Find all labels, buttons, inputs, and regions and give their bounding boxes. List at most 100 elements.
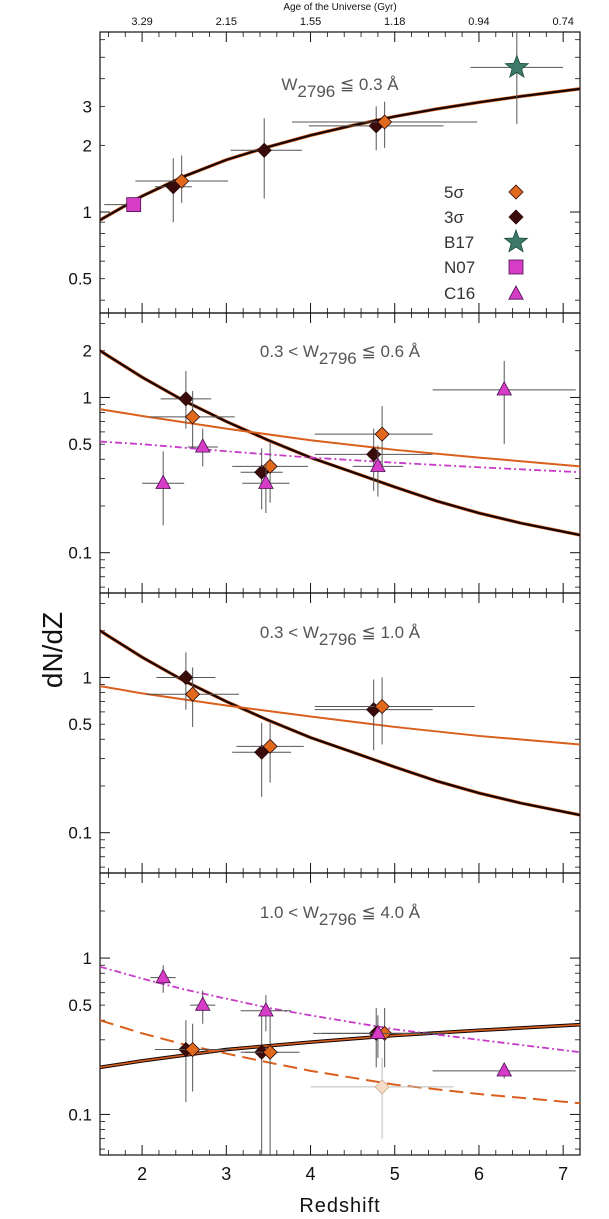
legend-label: 3σ	[444, 208, 464, 227]
y-tick-label: 0.5	[68, 270, 92, 289]
point-marker-five-sigma	[262, 738, 278, 754]
top-tick-label: 2.15	[216, 16, 237, 28]
fit-curve-magenta	[100, 440, 580, 474]
panel-3: 0.1 0.5 1 0.3 < W2796 ≦ 1.0 Å	[68, 592, 581, 874]
y-tick-label: 0.1	[68, 824, 92, 843]
legend-label: C16	[444, 284, 475, 303]
fit-curve-underlay	[100, 87, 580, 222]
y-tick-label: 0.5	[68, 435, 92, 454]
x-axis-label: Redshift	[299, 1195, 380, 1217]
error-bars	[432, 360, 576, 445]
error-bars	[244, 1009, 279, 1155]
fit-curve-orange	[100, 408, 580, 468]
error-bars	[470, 32, 564, 124]
error-bars	[230, 118, 303, 199]
point-marker-b17	[503, 228, 529, 253]
legend-label: B17	[444, 233, 474, 252]
panel-title: 0.3 < W2796 ≦ 0.6 Å	[260, 342, 421, 368]
point-marker-five-sigma	[377, 114, 393, 130]
y-tick-label: 1	[83, 949, 92, 968]
point-marker-three-sigma	[508, 209, 524, 225]
top-tick-label: 0.74	[552, 16, 573, 28]
fit-curve-black	[100, 629, 580, 817]
error-bars	[314, 677, 475, 745]
data-points	[104, 32, 564, 223]
point-marker-five-sigma	[185, 686, 201, 702]
point-marker-five-sigma	[508, 184, 524, 200]
y-tick-label: 3	[83, 97, 92, 116]
top-tick-label: 1.18	[384, 16, 405, 28]
panel-frame	[99, 872, 581, 1156]
fit-curve-orange-dashed	[100, 1019, 580, 1105]
y-tick-label: 0.1	[68, 1105, 92, 1124]
point-marker-c16	[370, 1024, 386, 1039]
y-tick-label: 2	[83, 342, 92, 361]
y-tick-label: 1	[83, 388, 92, 407]
panel-1: 0.5 1 2 3 W2796 ≦ 0.3 Å	[68, 31, 581, 314]
point-marker-five-sigma	[174, 173, 190, 189]
top-tick-label: 3.29	[131, 16, 152, 28]
fit-curve-black	[100, 87, 580, 222]
error-bars	[310, 1057, 454, 1139]
fit-curve-black	[100, 1022, 580, 1070]
y-tick-label: 1	[83, 668, 92, 687]
legend-label: 5σ	[444, 183, 464, 202]
top-tick-label: 0.94	[468, 16, 489, 28]
y-tick-label: 1	[83, 203, 92, 222]
point-marker-c16	[155, 474, 172, 489]
point-marker-five-sigma-open	[374, 1079, 390, 1095]
point-marker-c16	[258, 474, 274, 489]
y-tick-label: 0.5	[68, 996, 92, 1015]
error-bars	[156, 1020, 216, 1103]
panel-title: W2796 ≦ 0.3 Å	[281, 75, 399, 101]
x-tick-label: 3	[221, 1164, 231, 1184]
fit-curve-underlay	[100, 629, 580, 817]
point-marker-n07	[126, 197, 142, 213]
point-marker-c16	[496, 1061, 513, 1077]
point-marker-three-sigma	[256, 142, 272, 158]
x-tick-label: 7	[558, 1164, 568, 1184]
x-tick-label: 5	[390, 1164, 400, 1184]
data-points	[142, 360, 576, 526]
fit-curve-orange	[100, 1023, 580, 1069]
point-marker-c16	[194, 438, 211, 453]
point-marker-c16	[258, 1001, 274, 1017]
panel-title: 0.3 < W2796 ≦ 1.0 Å	[260, 623, 421, 649]
y-axis-label: dN/dZ	[37, 612, 68, 688]
point-marker-c16	[496, 380, 513, 396]
panel-title: 1.0 < W2796 ≦ 4.0 Å	[260, 903, 421, 929]
panel-4: 0.1 0.5 1 2 3 4 5 6 7 1.0 < W2796 ≦ 4.0 Å	[68, 872, 581, 1184]
point-marker-b17	[504, 54, 530, 79]
x-tick-label: 4	[306, 1164, 316, 1184]
curves	[100, 349, 580, 537]
y-tick-label: 2	[83, 136, 92, 155]
point-marker-five-sigma	[262, 1044, 278, 1060]
point-marker-five-sigma	[185, 1041, 201, 1058]
error-bars	[240, 1009, 300, 1155]
fit-curve-orange	[100, 685, 580, 746]
panels: 0.5 1 2 3 W2796 ≦ 0.3 Å 0.1 0.5 1 2 0.3 < W2796 ≦…	[68, 31, 581, 1184]
fit-curve-black	[100, 349, 580, 537]
error-bars	[232, 722, 292, 797]
legend-label: N07	[444, 258, 475, 277]
point-marker-c16	[155, 968, 172, 984]
x-tick-label: 2	[137, 1164, 147, 1184]
curves	[100, 87, 580, 222]
y-tick-label: 0.1	[68, 544, 92, 563]
panel-2: 0.1 0.5 1 2 0.3 < W2796 ≦ 0.6 Å	[68, 312, 581, 594]
legend: 5σ 3σ B17 N07 C16	[444, 183, 529, 303]
point-marker-five-sigma	[374, 426, 390, 442]
y-tick-label: 0.5	[68, 715, 92, 734]
point-marker-c16	[194, 996, 211, 1011]
curves	[100, 629, 580, 817]
point-marker-five-sigma	[185, 409, 201, 425]
point-marker-five-sigma	[374, 698, 390, 715]
point-marker-three-sigma	[178, 391, 194, 407]
top-axis-label: Age of the Universe (Gyr)	[283, 2, 396, 13]
curves	[100, 965, 580, 1105]
top-tick-label: 1.55	[300, 16, 321, 28]
point-marker-three-sigma	[178, 669, 194, 686]
x-tick-label: 6	[474, 1164, 484, 1184]
data-points	[146, 652, 475, 797]
